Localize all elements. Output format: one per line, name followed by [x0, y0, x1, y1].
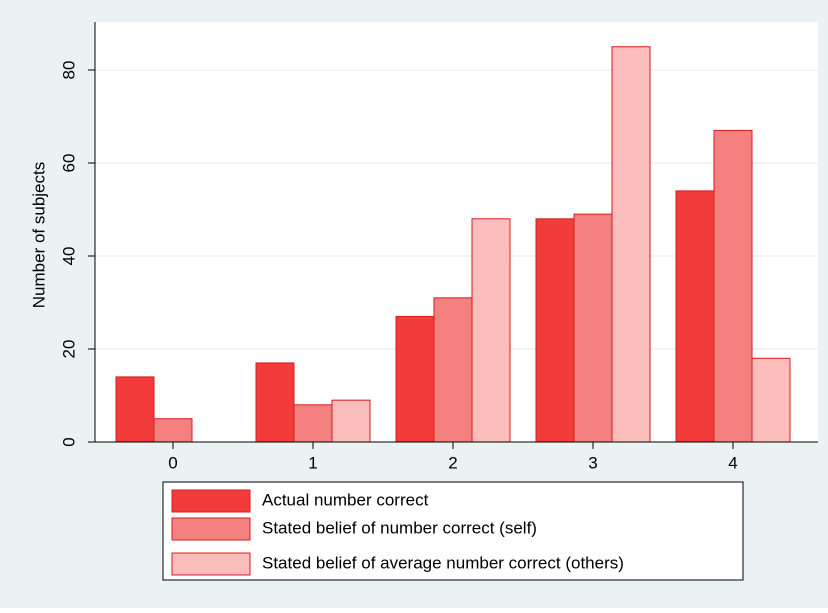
legend-swatch	[171, 552, 251, 576]
legend-swatch	[171, 489, 251, 513]
bar	[395, 315, 435, 443]
bar	[115, 376, 155, 443]
y-tick-label: 80	[59, 61, 78, 80]
bar	[611, 46, 651, 443]
bar	[331, 399, 371, 443]
y-tick-label: 0	[59, 437, 78, 446]
x-tick-label: 0	[168, 453, 177, 472]
legend-label: Actual number correct	[262, 490, 429, 509]
bar	[713, 129, 753, 443]
bar	[293, 404, 333, 443]
y-axis-label: Number of subjects	[29, 162, 48, 308]
y-tick-label: 20	[59, 340, 78, 359]
bar	[471, 218, 511, 443]
legend-swatch	[171, 517, 251, 541]
bar	[153, 418, 193, 443]
bar	[573, 213, 613, 443]
x-tick-label: 1	[308, 453, 317, 472]
bar	[255, 362, 295, 443]
y-tick-label: 40	[59, 247, 78, 266]
bar	[675, 190, 715, 443]
legend-box	[162, 481, 744, 581]
bar	[433, 297, 473, 443]
x-tick-label: 2	[448, 453, 457, 472]
bar	[535, 218, 575, 443]
y-tick-label: 60	[59, 154, 78, 173]
legend-label: Stated belief of average number correct …	[262, 553, 624, 572]
bar	[751, 357, 791, 443]
legend-label: Stated belief of number correct (self)	[262, 518, 537, 537]
x-tick-label: 4	[728, 453, 737, 472]
x-tick-label: 3	[588, 453, 597, 472]
